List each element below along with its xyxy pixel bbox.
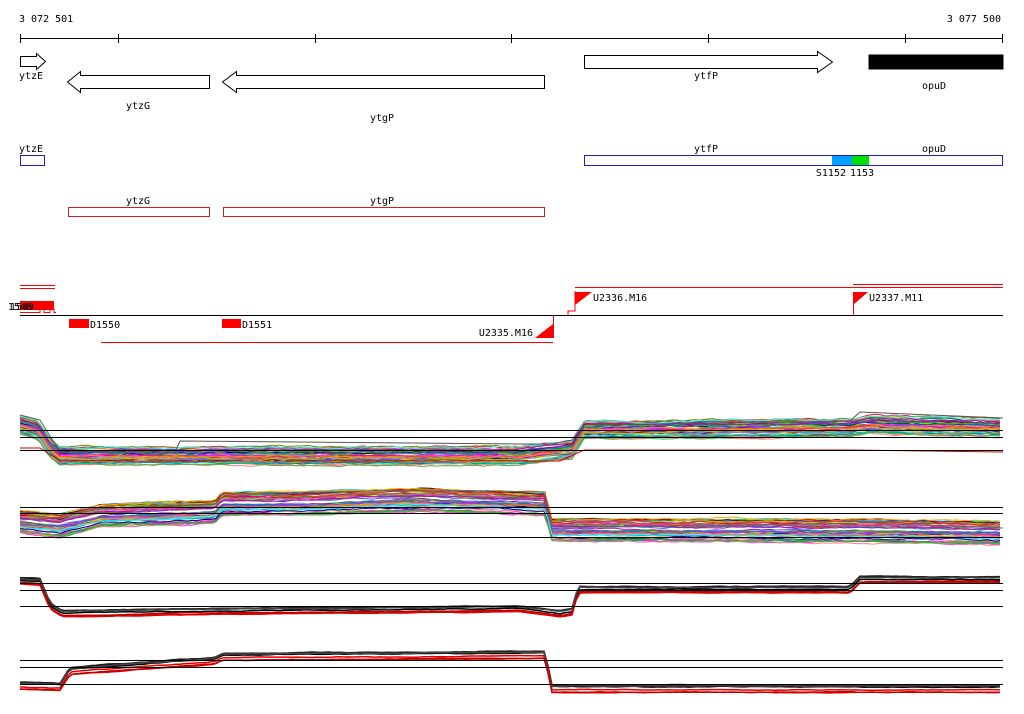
transcript-block-D1550[interactable] <box>69 319 89 328</box>
transcript-line <box>20 309 56 313</box>
reverse-box-ytgP[interactable] <box>223 207 545 217</box>
gene-label-ytfP: ytfP <box>694 71 718 82</box>
forward-box-label-ytfP: ytfP <box>694 144 718 155</box>
expression-profile-line <box>19 650 1001 687</box>
coordinate-ruler: 3 072 501 3 077 500 <box>19 14 1003 43</box>
transcript-line <box>567 291 576 315</box>
transcript-label-1549: 1549 <box>10 302 34 313</box>
expression-profile-line <box>19 411 1004 453</box>
expression-profile-line <box>19 502 1001 538</box>
expression-profile-line <box>19 581 1001 618</box>
forward-box-ytfP-opuD[interactable] <box>584 155 1003 166</box>
expression-panel-forward-summary <box>19 575 1003 618</box>
expression-profile-line <box>20 495 1001 530</box>
segment-label-1153: 1153 <box>850 168 874 179</box>
expression-panel-reverse-multicolor <box>19 487 1004 546</box>
ruler-start-label: 3 072 501 <box>19 14 73 25</box>
expression-profile-line <box>19 424 1000 459</box>
reverse-gene-track: ytzG ytgP <box>68 196 545 217</box>
gene-label-opuD: opuD <box>922 81 946 92</box>
expression-profile-line <box>19 650 1001 687</box>
transcript-block-1549[interactable] <box>20 301 54 310</box>
segment-block-1153[interactable] <box>852 156 869 165</box>
expression-profile-line <box>19 490 1001 527</box>
transcript-flag-U2337[interactable] <box>853 292 868 305</box>
expression-profile-line <box>20 657 1001 694</box>
gene-arrow-ytzE[interactable] <box>20 52 47 71</box>
expression-profile-line <box>19 508 1001 544</box>
expression-profile-line <box>19 494 1001 531</box>
expression-profile-line <box>19 421 1001 456</box>
transcript-block-D1551[interactable] <box>222 319 241 328</box>
expression-profile-line <box>19 502 1001 538</box>
transcript-label-D1550: D1550 <box>90 320 120 331</box>
expression-profile-line <box>19 487 1001 524</box>
reverse-box-ytzG[interactable] <box>68 207 210 217</box>
gene-arrows-track <box>20 50 1004 94</box>
gene-arrow-ytfP[interactable] <box>584 50 834 74</box>
expression-profile-line <box>19 431 1001 468</box>
reverse-box-label-ytgP: ytgP <box>370 196 394 207</box>
transcript-flag-U2335[interactable] <box>535 324 553 338</box>
expression-profile-line <box>19 420 1001 454</box>
forward-box-label-opuD: opuD <box>922 144 946 155</box>
transcript-label-1548: 1548 <box>8 302 32 313</box>
expression-panel-forward-multicolor <box>19 411 1004 468</box>
reverse-box-label-ytzG: ytzG <box>126 196 150 207</box>
gene-arrow-ytzG[interactable] <box>66 70 210 94</box>
expression-profile-line <box>19 580 1001 617</box>
expression-profile-line <box>19 654 1000 692</box>
expression-profile-line <box>19 415 1001 450</box>
expression-panel-reverse-summary <box>19 650 1003 694</box>
expression-profile-line <box>19 657 1000 694</box>
gene-arrow-ytgP[interactable] <box>221 70 545 94</box>
transcript-label-D1551: D1551 <box>242 320 272 331</box>
transcript-label-U2337: U2337.M11 <box>869 293 923 304</box>
forward-box-label-ytzE: ytzE <box>19 144 43 155</box>
gene-label-ytzG: ytzG <box>126 101 150 112</box>
transcript-label-U2336: U2336.M16 <box>593 293 647 304</box>
segment-block-S1152[interactable] <box>832 156 852 165</box>
forward-box-ytzE[interactable] <box>20 155 45 166</box>
transcript-label-U2335: U2335.M16 <box>479 328 533 339</box>
gene-label-ytgP: ytgP <box>370 113 394 124</box>
ruler-end-label: 3 077 500 <box>947 14 1001 25</box>
gene-label-ytzE: ytzE <box>19 71 43 82</box>
expression-profile-line <box>19 578 1001 615</box>
expression-profile-line <box>19 506 1001 542</box>
expression-profile-line <box>19 651 1001 688</box>
transcript-flag-U2336[interactable] <box>575 292 592 305</box>
segment-label-S1152: S1152 <box>816 168 846 179</box>
transcript-track: 1548 1549 D1550 D1551 U2335.M16 U2336.M1… <box>8 284 1003 343</box>
expression-profile-line <box>19 430 1001 465</box>
gene-block-opuD[interactable] <box>868 54 1004 70</box>
forward-gene-track: ytzE ytfP opuD S1152 1153 <box>19 144 1003 179</box>
